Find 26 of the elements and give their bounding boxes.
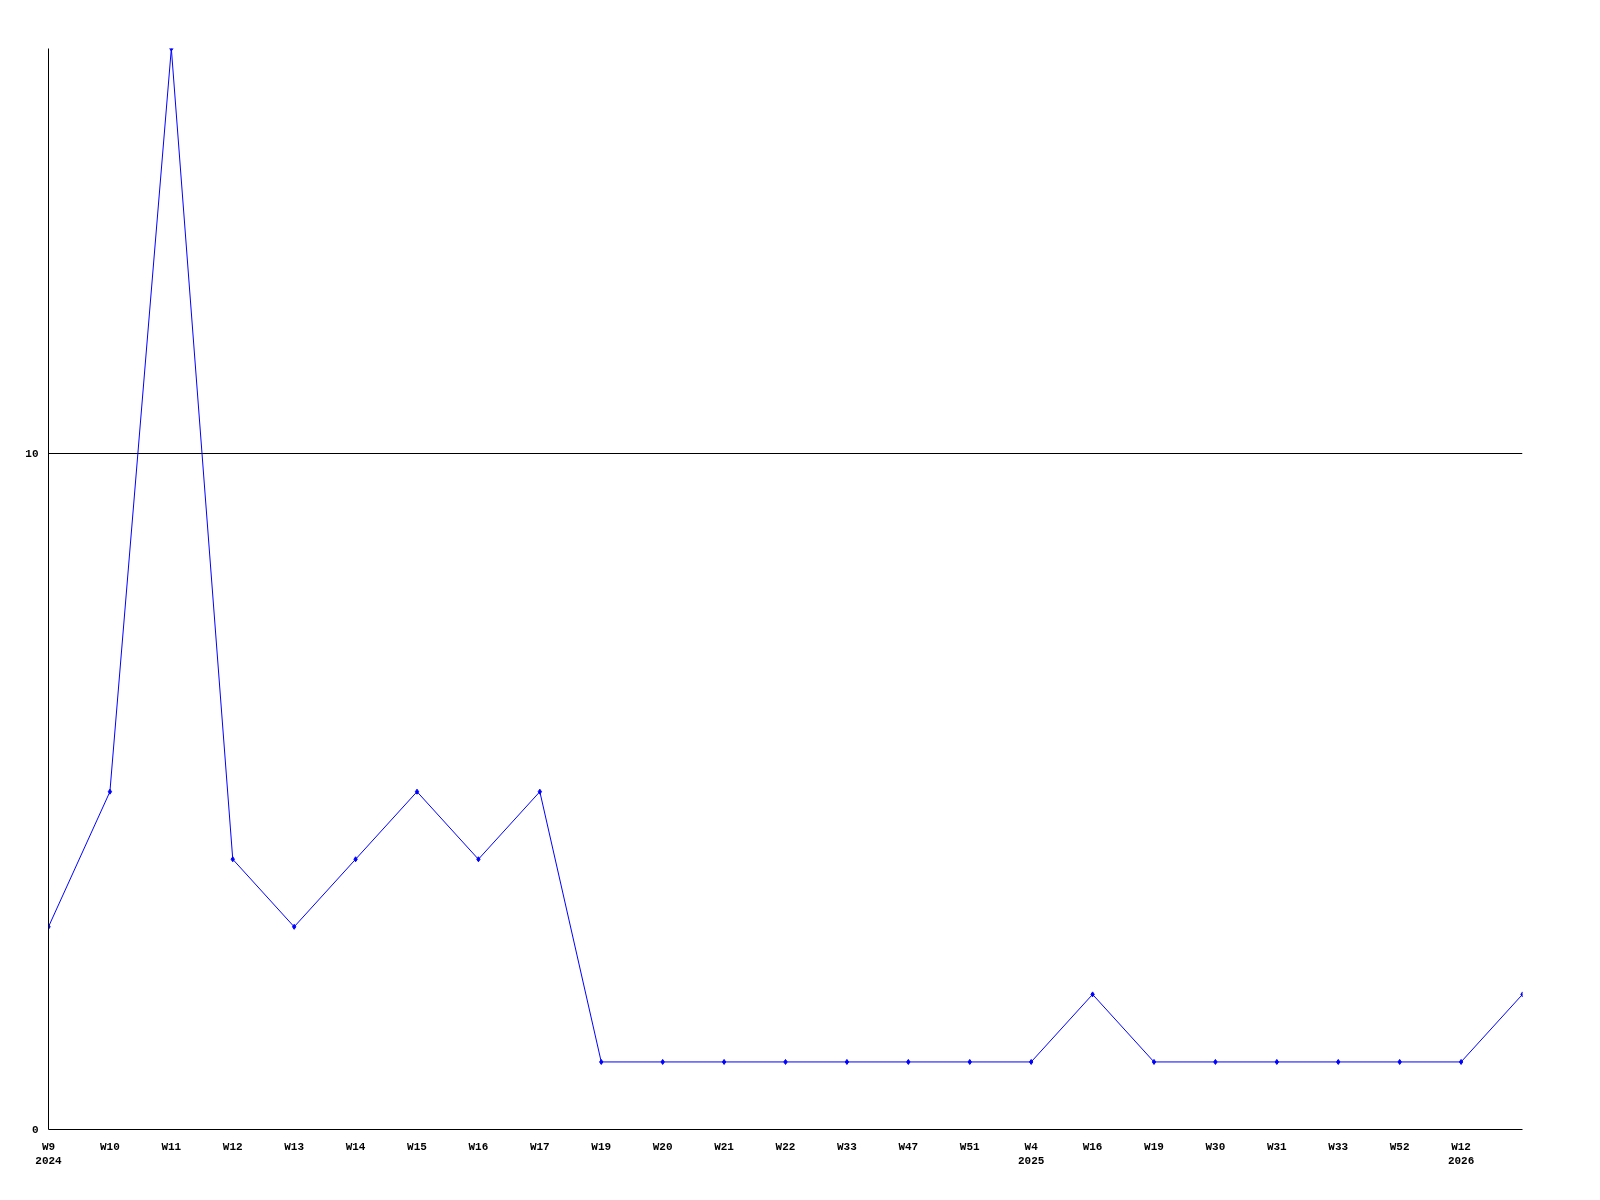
x-tick-label: W17 (529, 1140, 550, 1153)
x-tick-label: W20 (652, 1140, 673, 1153)
x-tick-label: W11 (161, 1140, 182, 1153)
x-tick-label: W16 (468, 1140, 489, 1153)
x-tick-label: W14 (345, 1140, 366, 1153)
x-tick-label: W33 (837, 1140, 858, 1153)
x-tick-label: W13 (284, 1140, 305, 1153)
x-tick-label: W12 (222, 1140, 243, 1153)
x-tick-label: W4 2025 (1017, 1140, 1045, 1167)
x-tick-label: W31 (1266, 1140, 1288, 1153)
x-tick-label: W47 (898, 1140, 919, 1153)
x-tick-label: W16 (1082, 1140, 1103, 1153)
x-tick-label: W15 (407, 1140, 428, 1153)
x-tick-label: W52 (1389, 1140, 1410, 1153)
x-tick-label: W21 (714, 1140, 735, 1153)
x-tick-label: W9 2024 (35, 1140, 63, 1167)
x-tick-label: W12 2026 (1447, 1140, 1475, 1167)
x-tick-label: W30 (1205, 1140, 1226, 1153)
x-tick-label: W33 (1328, 1140, 1349, 1153)
y-tick-label: 0 (31, 1124, 39, 1136)
x-tick-label: W51 (959, 1140, 981, 1153)
x-tick-label: W19 (591, 1140, 612, 1153)
x-tick-label: W19 (1144, 1140, 1164, 1153)
x-tick-label: W10 (100, 1140, 120, 1153)
y-tick-label: 10 (25, 448, 39, 461)
x-tick-label: W22 (775, 1140, 796, 1153)
